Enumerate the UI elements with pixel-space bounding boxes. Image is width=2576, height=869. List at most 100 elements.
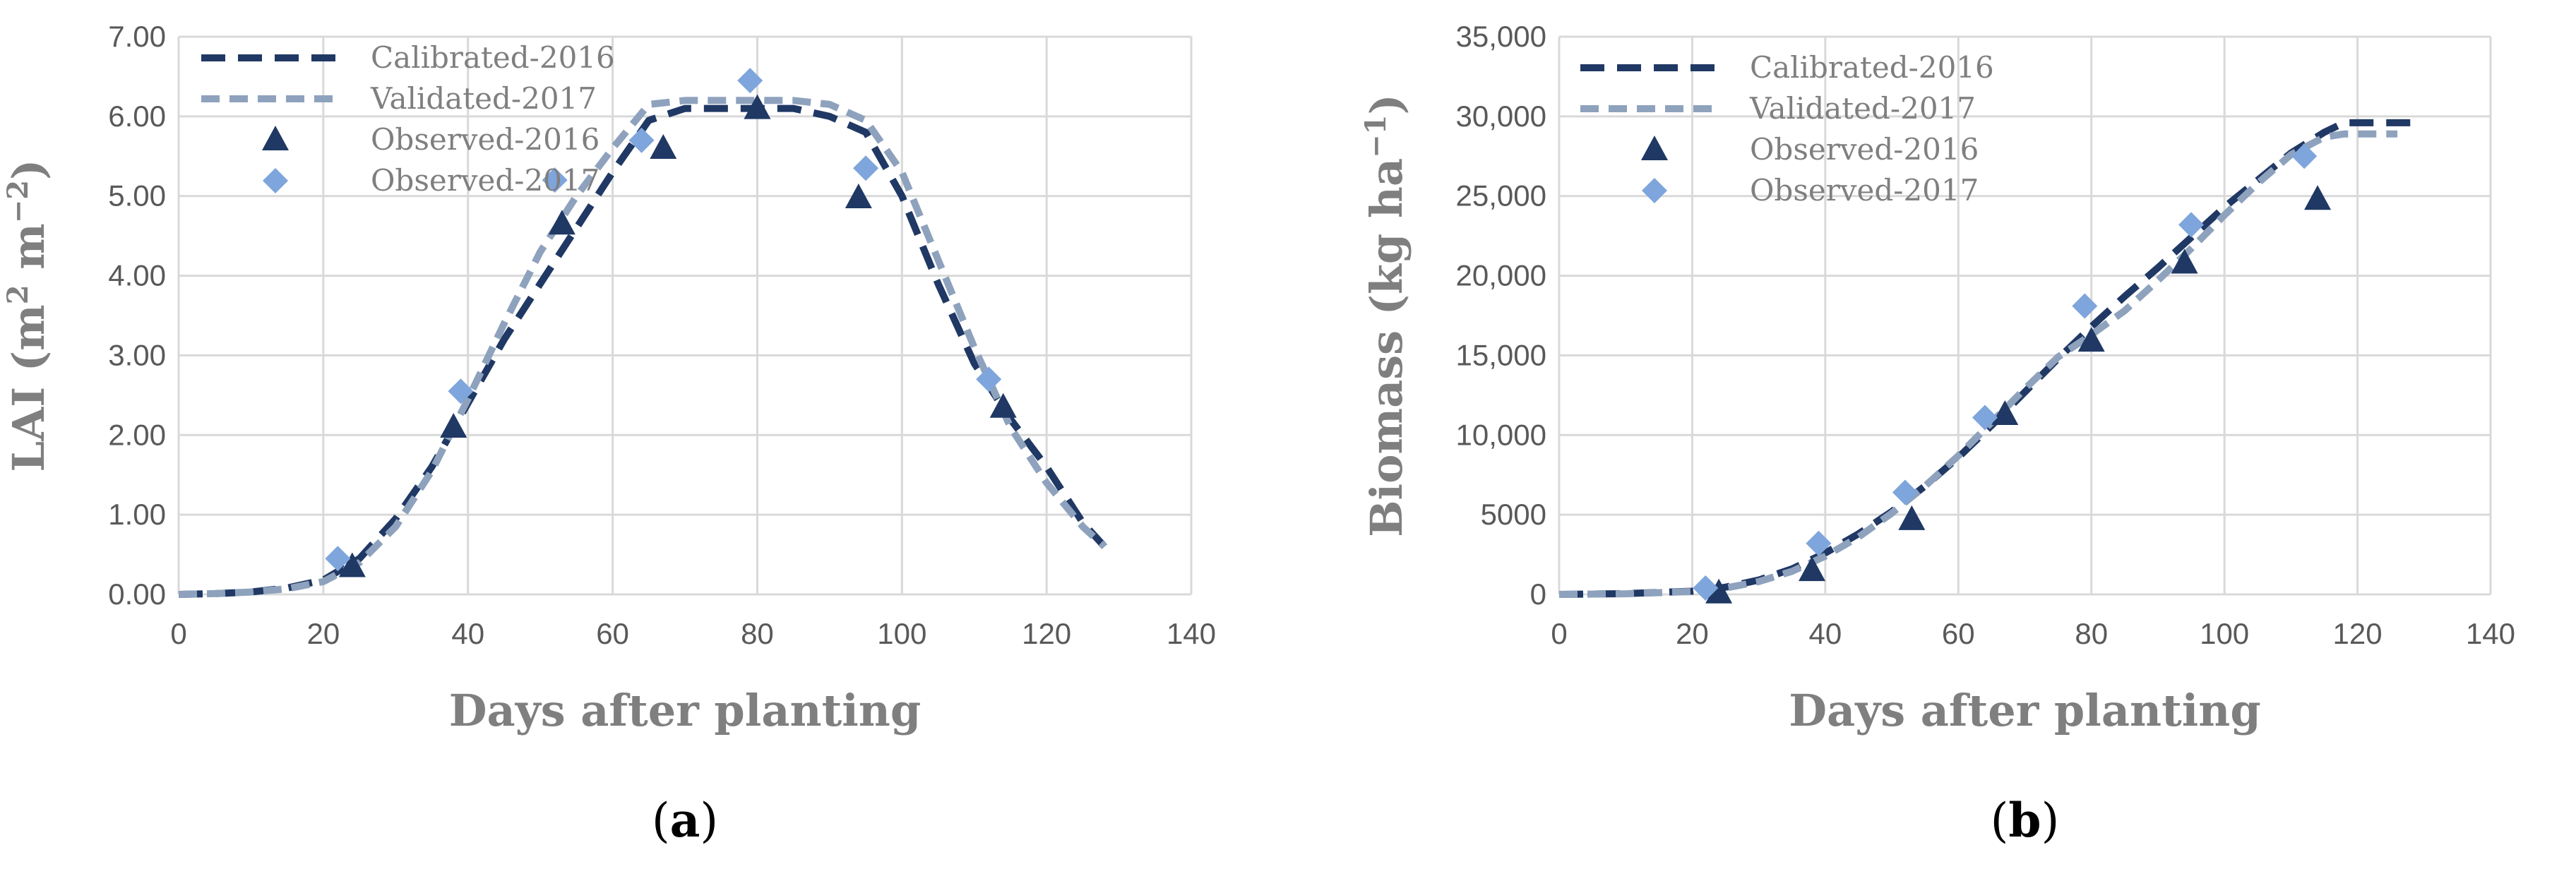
data-point-observed-2016 [1991,400,2019,425]
data-point-observed-2017 [1693,575,1719,601]
data-point-observed-2017 [853,155,879,181]
y-tick-label: 10,000 [1456,418,1546,451]
x-tick-label: 80 [741,617,774,650]
series-line-validated-2017 [1558,130,2398,598]
legend-label: Validated-2017 [370,81,597,116]
data-point-observed-2017 [1806,530,1832,556]
x-tick-label: 140 [2466,617,2515,650]
data-point-observed-2016 [989,392,1017,418]
data-point-observed-2016 [1898,505,1926,530]
data-point-observed-2016 [2077,327,2105,352]
data-point-observed-2016 [650,134,677,159]
x-tick-label: 60 [1942,617,1975,650]
y-tick-label: 5000 [1481,498,1546,531]
y-tick-label: 1.00 [108,498,166,531]
x-tick-label: 40 [1808,617,1842,650]
y-axis-title: LAI (m2 m−2) [1,160,55,472]
y-axis-title-superscript: −1 [1359,115,1393,158]
x-tick-label: 20 [1676,617,1709,650]
legend-label: Observed-2016 [371,122,600,157]
x-tick-label: 40 [451,617,484,650]
data-point-observed-2017 [542,167,568,193]
y-axis-title-superscript: 2 [1,284,35,304]
legend-swatch-diamond [1642,178,1667,203]
data-point-observed-2017 [628,127,655,153]
data-point-observed-2016 [1705,578,1733,604]
y-tick-label: 0 [1530,577,1546,611]
x-axis-title: Days after planting [1789,685,2260,736]
x-tick-label: 140 [1167,617,1216,650]
y-tick-label: 7.00 [108,20,166,53]
chart-panel-a: 0.00 1.00 2.00 3.00 4.00 5.00 6.00 7.00 0 20 40 60 8… [1,20,1217,848]
data-point-observed-2017 [737,68,763,94]
legend-label: Observed-2017 [371,163,600,198]
y-tick-label: 4.00 [108,259,166,292]
legend-label: Validated-2017 [1749,91,1976,126]
x-tick-label: 20 [306,617,340,650]
data-point-observed-2016 [440,413,467,438]
x-tick-label: 120 [1022,617,1071,650]
y-axis-title-superscript: −2 [1,180,35,223]
legend-swatch-triangle [262,126,289,150]
panel-label-paren: ) [700,793,718,848]
y-tick-label: 30,000 [1456,100,1546,133]
y-axis-title-part: Biomass (kg ha [1361,158,1412,537]
y-tick-label: 0.00 [108,577,166,611]
legend-label: Calibrated-2016 [1750,50,1994,85]
panel-label-paren: ) [2041,793,2060,848]
data-point-observed-2017 [976,366,1002,392]
panel-label-letter: b [2008,793,2041,848]
y-tick-label: 5.00 [108,179,166,212]
x-tick-label: 80 [2075,617,2108,650]
data-point-observed-2016 [744,94,771,119]
y-axis-title-part: ) [1361,94,1412,114]
data-point-observed-2017 [2291,143,2318,169]
data-point-observed-2017 [2178,212,2205,238]
y-tick-label: 35,000 [1456,20,1546,53]
x-tick-label: 60 [596,617,629,650]
data-point-observed-2016 [548,210,576,235]
y-axis-title-part: ) [3,160,54,180]
panel-label-paren: ( [1991,793,2009,848]
legend-label: Calibrated-2016 [371,40,615,75]
panel-label-paren: ( [652,793,670,848]
y-tick-label: 2.00 [108,418,166,451]
x-tick-label: 100 [877,617,926,650]
panel-label: (a) [652,793,718,848]
legend: Calibrated-2016 Validated-2017 Observed-20… [1580,50,1994,208]
y-tick-label: 25,000 [1456,179,1546,212]
data-point-observed-2016 [338,552,366,577]
x-tick-label: 0 [1551,617,1567,650]
series-line-validated-2017 [178,97,1107,598]
x-tick-label: 100 [2200,617,2249,650]
panel-label: (b) [1991,793,2060,848]
y-axis-title: Biomass (kg ha−1) [1359,94,1413,537]
y-axis-title-part: LAI (m [3,304,54,472]
data-point-observed-2016 [1799,556,1826,582]
legend-label: Observed-2016 [1750,132,1979,167]
series-line-calibrated-2016 [178,104,1107,598]
y-tick-label: 15,000 [1456,338,1546,371]
y-tick-label: 20,000 [1456,259,1546,292]
y-tick-label: 3.00 [108,338,166,371]
y-tick-label: 6.00 [108,100,166,133]
series-line-calibrated-2016 [1558,119,2411,598]
data-point-observed-2016 [2171,248,2198,274]
data-point-observed-2016 [845,183,872,208]
chart-panel-b: 0 5000 10,000 15,000 20,000 25,000 30,000 35,00… [1359,20,2516,848]
data-point-observed-2017 [325,546,351,572]
legend-swatch-triangle [1641,136,1668,160]
data-point-observed-2016 [2304,185,2332,210]
x-tick-label: 0 [170,617,186,650]
panel-label-letter: a [670,793,700,848]
data-point-observed-2017 [1892,479,1918,505]
legend-label: Observed-2017 [1750,173,1979,208]
legend: Calibrated-2016 Validated-2017 Observed-20… [201,40,615,198]
y-axis-title-part: m [3,223,54,284]
data-point-observed-2017 [2072,293,2098,319]
data-point-observed-2017 [448,378,474,404]
data-point-observed-2017 [1972,404,1998,431]
x-axis-title: Days after planting [449,685,921,736]
legend-swatch-diamond [263,168,288,193]
